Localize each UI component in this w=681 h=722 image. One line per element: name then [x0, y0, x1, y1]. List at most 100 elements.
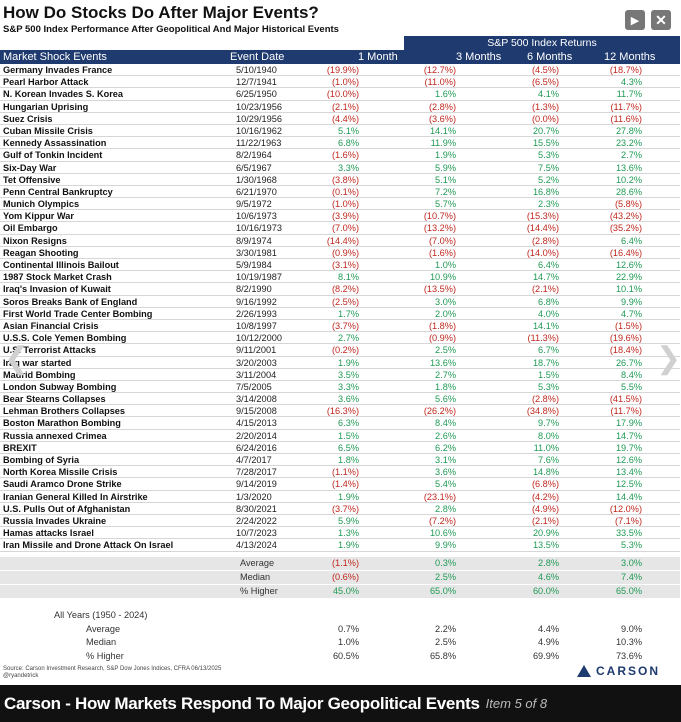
return-m12: (5.8%)	[614, 199, 642, 210]
return-m1: 8.1%	[338, 272, 359, 283]
event-name: Iraq's Invasion of Kuwait	[3, 284, 111, 295]
return-m1: (14.4%)	[326, 235, 359, 246]
document-subtitle: S&P 500 Index Performance After Geopolit…	[3, 24, 339, 35]
return-m3: 2.6%	[435, 430, 456, 441]
return-m6: 20.9%	[532, 528, 559, 539]
return-m3: (0.9%)	[428, 333, 456, 344]
return-m1: (0.1%)	[331, 186, 359, 197]
return-m6: 5.3%	[538, 381, 559, 392]
event-date: 8/30/2021	[236, 503, 277, 514]
return-m3: 14.1%	[429, 125, 456, 136]
event-name: Reagan Shooting	[3, 247, 79, 258]
return-m3: 5.7%	[435, 199, 456, 210]
return-m6: (6.8%)	[531, 479, 559, 490]
event-name: Nixon Resigns	[3, 235, 67, 246]
event-name: N. Korean Invades S. Korea	[3, 89, 123, 100]
event-name: Penn Central Bankruptcy	[3, 186, 113, 197]
close-viewer-button[interactable]: ✕	[651, 10, 671, 30]
return-m6: 8.0%	[538, 430, 559, 441]
return-m6: (2.1%)	[531, 284, 559, 295]
event-name: Pearl Harbor Attack	[3, 77, 89, 88]
event-name: Kennedy Assassination	[3, 138, 107, 149]
event-date: 1/3/2020	[236, 491, 272, 502]
return-m1: 1.9%	[338, 540, 359, 551]
return-m1: 1.9%	[338, 491, 359, 502]
header-3-months: 3 Months	[456, 51, 502, 63]
return-m1: (2.5%)	[331, 296, 359, 307]
all-years-m1: 1.0%	[338, 637, 359, 647]
summary-label: Average	[240, 558, 275, 568]
return-m3: 2.8%	[435, 503, 456, 514]
return-m6: (4.2%)	[531, 491, 559, 502]
return-m12: 12.6%	[615, 455, 642, 465]
header-1-month: 1 Month	[358, 51, 398, 63]
return-m3: 5.4%	[435, 479, 456, 490]
return-m3: 10.9%	[429, 272, 456, 283]
all-years-table: All Years (1950 - 2024) Average 0.7% 2.2% 4…	[0, 609, 680, 663]
return-m12: (1.5%)	[614, 320, 642, 331]
return-m3: 9.9%	[435, 540, 456, 551]
table-row: U.S. Pulls Out of Afghanistan 8/30/2021 (3…	[0, 503, 680, 515]
return-m3: (1.6%)	[428, 247, 456, 258]
return-m6: (1.3%)	[531, 101, 559, 112]
event-name: Six-Day War	[3, 162, 57, 173]
all-years-label: % Higher	[86, 650, 124, 661]
event-date: 6/24/2016	[236, 442, 277, 453]
all-years-m6: 4.9%	[538, 637, 559, 647]
source-note: Source: Carson Investment Research, S&P …	[3, 666, 222, 672]
event-name: 1987 Stock Market Crash	[3, 272, 112, 283]
event-date: 3/30/1981	[236, 247, 277, 258]
return-m12: 13.6%	[615, 162, 642, 173]
all-years-m1: 60.5%	[332, 650, 359, 661]
event-date: 9/16/1992	[236, 296, 277, 307]
event-name: Boston Marathon Bombing	[3, 418, 121, 429]
event-date: 3/14/2008	[236, 394, 277, 405]
return-m1: 3.5%	[338, 369, 359, 380]
return-m12: 8.4%	[621, 369, 642, 380]
return-m6: 7.5%	[538, 162, 559, 173]
return-m1: 1.7%	[338, 308, 359, 319]
table-row: Russia annexed Crimea 2/20/2014 1.5% 2.6% 8.…	[0, 430, 680, 442]
return-m3: 1.8%	[435, 381, 456, 392]
return-m12: 26.7%	[615, 357, 642, 368]
event-name: Russia annexed Crimea	[3, 430, 107, 441]
previous-item-button[interactable]: ❮	[4, 342, 30, 375]
all-years-m3: 65.8%	[429, 650, 456, 661]
event-date: 3/11/2004	[236, 369, 277, 380]
return-m12: 2.7%	[621, 150, 642, 161]
event-name: Suez Crisis	[3, 113, 53, 124]
return-m3: (7.2%)	[428, 515, 456, 526]
return-m6: (6.5%)	[531, 77, 559, 88]
summary-row: Median (0.6%) 2.5% 4.6% 7.4%	[0, 571, 680, 585]
table-row: Munich Olympics 9/5/1972 (1.0%) 5.7% 2.3% (5.…	[0, 198, 680, 211]
table-row: Iranian General Killed In Airstrike 1/3/2…	[0, 491, 680, 503]
event-date: 10/16/1973	[236, 223, 282, 234]
return-m6: (4.5%)	[531, 65, 559, 75]
return-m12: (18.7%)	[609, 65, 642, 75]
event-date: 10/8/1997	[236, 320, 277, 331]
return-m3: 3.0%	[435, 296, 456, 307]
summary-m3: 65.0%	[429, 586, 456, 596]
return-m6: 6.8%	[538, 296, 559, 307]
event-date: 8/2/1990	[236, 284, 272, 295]
return-m1: (1.6%)	[331, 150, 359, 161]
event-date: 10/29/1956	[236, 113, 282, 124]
event-name: Tet Offensive	[3, 174, 61, 185]
event-date: 11/22/1963	[236, 138, 282, 149]
return-m6: (14.4%)	[526, 223, 559, 234]
slideshow-play-button[interactable]: ▶	[625, 10, 645, 30]
return-m3: (13.5%)	[423, 284, 456, 295]
return-m1: (3.7%)	[331, 320, 359, 331]
return-m1: 6.3%	[338, 418, 359, 429]
footnote: Source: Carson Investment Research, S&P …	[3, 666, 221, 680]
return-m6: 20.7%	[532, 125, 559, 136]
event-date: 5/10/1940	[236, 65, 277, 75]
event-name: Germany Invades France	[3, 65, 113, 75]
return-m1: 1.3%	[338, 528, 359, 539]
event-name: Madrid Bombing	[3, 369, 76, 380]
table-row: Russia Invades Ukraine 2/24/2022 5.9% (7.2%…	[0, 515, 680, 528]
return-m3: 11.9%	[430, 138, 456, 149]
summary-m3: 0.3%	[435, 558, 456, 568]
return-m1: (1.0%)	[331, 77, 359, 88]
next-item-button[interactable]: ❯	[656, 342, 681, 375]
